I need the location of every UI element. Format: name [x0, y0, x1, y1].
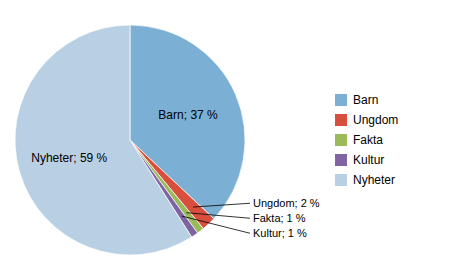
legend-label: Barn — [353, 93, 378, 107]
leader-line — [186, 213, 250, 219]
legend-item: Barn — [335, 93, 378, 107]
data-label: Kultur; 1 % — [253, 227, 307, 239]
data-label: Ungdom; 2 % — [253, 197, 320, 209]
legend-item: Kultur — [335, 153, 384, 167]
legend-label: Nyheter — [353, 173, 395, 187]
legend-swatch — [335, 94, 347, 106]
data-label: Fakta; 1 % — [253, 212, 306, 224]
legend-swatch — [335, 134, 347, 146]
pie-slice — [15, 25, 192, 255]
pie — [15, 25, 245, 255]
legend-label: Kultur — [353, 153, 384, 167]
legend-item: Ungdom — [335, 113, 398, 127]
data-label: Nyheter; 59 % — [31, 151, 107, 165]
leader-line — [193, 203, 250, 207]
legend-label: Ungdom — [353, 113, 398, 127]
data-labels: Barn; 37 % Ungdom; 2 % Fakta; 1 % Kultur; 1… — [31, 108, 320, 239]
legend-swatch — [335, 154, 347, 166]
legend: Barn Ungdom Fakta Kultur Nyheter — [335, 93, 398, 187]
legend-item: Fakta — [335, 133, 383, 147]
legend-label: Fakta — [353, 133, 383, 147]
legend-swatch — [335, 174, 347, 186]
chart: Barn; 37 % Ungdom; 2 % Fakta; 1 % Kultur; 1… — [0, 0, 455, 280]
data-label: Barn; 37 % — [158, 108, 218, 122]
legend-swatch — [335, 114, 347, 126]
legend-item: Nyheter — [335, 173, 395, 187]
leader-line — [182, 216, 250, 233]
